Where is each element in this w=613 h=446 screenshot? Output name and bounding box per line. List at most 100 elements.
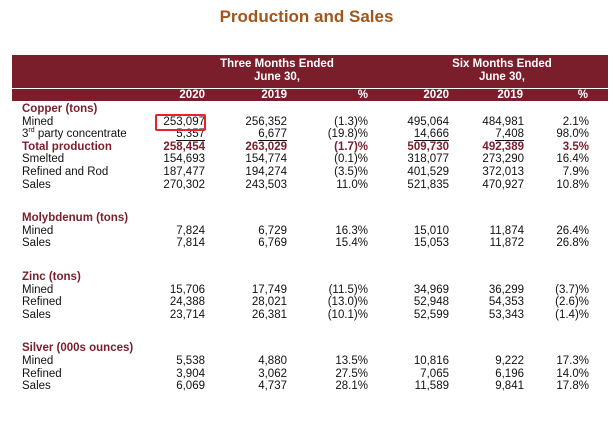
cell-value: 263,029 xyxy=(205,141,287,154)
cell-value: 15,010 xyxy=(368,225,449,238)
cell-value: 194,274 xyxy=(205,166,287,179)
cell-text: 34,969 xyxy=(413,283,449,296)
cell-value: 98.0% xyxy=(524,128,589,141)
cell-text: 4,737 xyxy=(258,380,287,393)
cell-text: 7,814 xyxy=(176,237,205,250)
cell-text: (3.7)% xyxy=(555,283,589,296)
cell-pad xyxy=(589,128,608,141)
cell-text: 23,714 xyxy=(169,308,205,321)
cell-pad xyxy=(589,225,608,238)
cell-text: 14.0% xyxy=(556,367,589,380)
cell-value: 27.5% xyxy=(287,368,368,381)
cell-text: 53,343 xyxy=(488,308,524,321)
row-label: Sales xyxy=(22,308,51,321)
cell-text: (1.7)% xyxy=(334,140,368,153)
cell-text: 270,302 xyxy=(163,178,205,191)
cell-value: 15.4% xyxy=(287,237,368,250)
cell-text: 4,880 xyxy=(258,354,287,367)
cell-text: 28,021 xyxy=(251,296,287,309)
table-row: Mined 7,824 6,729 16.3% 15,010 11,874 26.4% xyxy=(12,225,608,238)
cell-value: 7,824 xyxy=(152,225,205,238)
cell-text: 7,824 xyxy=(176,224,205,237)
cell-text: 27.5% xyxy=(335,367,368,380)
cell-value: (0.1)% xyxy=(287,153,368,166)
cell-text: 11,872 xyxy=(489,237,524,250)
row-label-prefix: 3 xyxy=(22,128,29,141)
cell-value: (1.7)% xyxy=(287,141,368,154)
cell-value: 187,477 xyxy=(152,166,205,179)
cell-text: 13.5% xyxy=(335,354,368,367)
cell-value: 318,077 xyxy=(368,153,449,166)
cell-value: 3,904 xyxy=(152,368,205,381)
cell-pad xyxy=(589,368,608,381)
cell-value: 14,666 xyxy=(368,128,449,142)
cell-value: 2.1% xyxy=(524,116,589,129)
col-3m-2020: 2020 xyxy=(179,89,205,101)
cell-text: 15,053 xyxy=(413,237,449,250)
table-row: Mined 5,538 4,880 13.5% 10,816 9,222 17.3% xyxy=(12,355,608,368)
cell-pad xyxy=(589,296,608,309)
col-6m-pct: % xyxy=(577,89,588,101)
cell-value: 258,454 xyxy=(152,141,205,154)
cell-pad xyxy=(589,153,608,166)
cell-value: 34,969 xyxy=(368,284,449,297)
cell-text: 17.3% xyxy=(556,354,589,367)
cell-pad xyxy=(589,309,608,322)
cell-text: (3.5)% xyxy=(334,165,368,178)
cell-value: 7,408 xyxy=(449,128,524,142)
cell-text: 263,029 xyxy=(245,140,287,153)
cell-text: 11,874 xyxy=(489,224,524,237)
cell-text: 258,454 xyxy=(163,140,205,153)
table-row: Sales 23,714 26,381 (10.1)% 52,599 53,343 (1.4… xyxy=(12,309,608,322)
cell-text: 509,730 xyxy=(407,140,449,153)
cell-text: 15,706 xyxy=(169,283,205,296)
header-divider xyxy=(12,88,608,89)
cell-value: 7,065 xyxy=(368,368,449,381)
cell-value: 270,302 xyxy=(152,179,205,192)
cell-value: (1.4)% xyxy=(524,309,589,322)
cell-value: 9,841 xyxy=(449,380,524,393)
three-months-date: June 30, xyxy=(253,71,301,83)
cell-value: 4,880 xyxy=(205,355,287,368)
cell-text: 24,388 xyxy=(169,296,205,309)
cell-text: 372,013 xyxy=(482,165,524,178)
cell-text: 154,693 xyxy=(163,153,205,166)
cell-value: 26,381 xyxy=(205,309,287,322)
cell-text: 14,666 xyxy=(413,128,449,142)
cell-text: 54,353 xyxy=(488,296,524,309)
cell-text: 9,222 xyxy=(495,354,524,367)
cell-text: 17.8% xyxy=(556,380,589,393)
cell-value: 154,693 xyxy=(152,153,205,166)
cell-text: (1.4)% xyxy=(555,308,589,321)
cell-value: (11.5)% xyxy=(287,284,368,297)
cell-value: (13.0)% xyxy=(287,296,368,309)
cell-value: 256,352 xyxy=(205,116,287,129)
row-label: Mined xyxy=(22,283,54,296)
cell-value: 5,538 xyxy=(152,355,205,368)
row-label: Total production xyxy=(22,140,112,153)
cell-text: 484,981 xyxy=(482,115,524,128)
cell-value: 3.5% xyxy=(524,141,589,154)
section-spacer xyxy=(12,191,608,212)
cell-value: 16.3% xyxy=(287,225,368,238)
cell-text: 17,749 xyxy=(251,283,287,296)
cell-value: 6,069 xyxy=(152,380,205,393)
cell-value: 509,730 xyxy=(368,141,449,154)
cell-value: 401,529 xyxy=(368,166,449,179)
row-label: Mined xyxy=(22,115,54,128)
cell-value: 10.8% xyxy=(524,179,589,192)
row-label: Refined xyxy=(22,367,62,380)
cell-value: 52,948 xyxy=(368,296,449,309)
table-row: Refined and Rod 187,477 194,274 (3.5)% 401,5… xyxy=(12,166,608,179)
cell-value: 470,927 xyxy=(449,179,524,192)
cell-value: 6,677 xyxy=(205,128,287,142)
cell-value: (2.6)% xyxy=(524,296,589,309)
table-row: Sales 270,302 243,503 11.0% 521,835 470,927 10… xyxy=(12,179,608,192)
cell-value: 15,053 xyxy=(368,237,449,250)
cell-value: 7.9% xyxy=(524,166,589,179)
cell-value: 6,769 xyxy=(205,237,287,250)
cell-text: 470,927 xyxy=(482,178,524,191)
cell-value: 24,388 xyxy=(152,296,205,309)
cell-value: 36,299 xyxy=(449,284,524,297)
cell-value: 372,013 xyxy=(449,166,524,179)
